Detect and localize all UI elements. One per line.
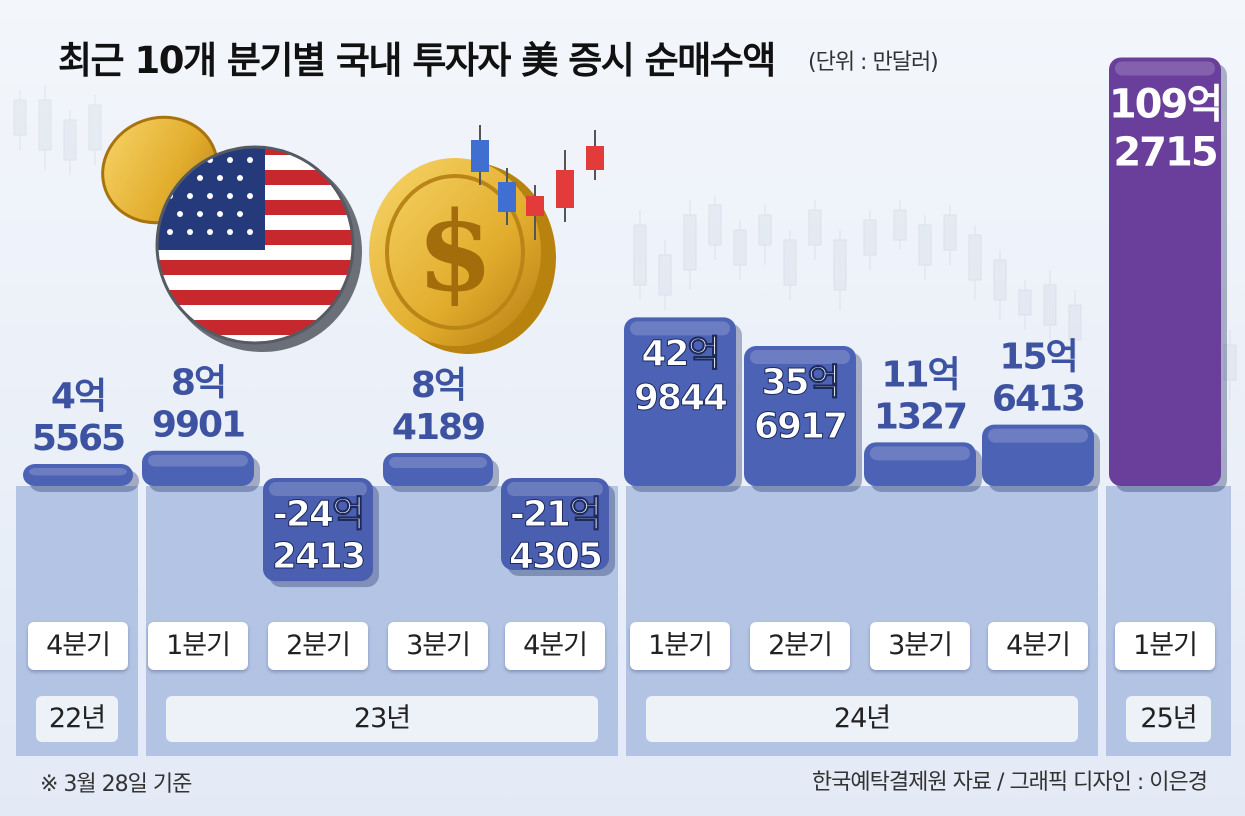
bar-highlight xyxy=(988,428,1088,443)
value-label-bottom: 9844 xyxy=(634,377,727,418)
quarter-label: 3분기 xyxy=(388,622,488,670)
year-label: 23년 xyxy=(166,696,598,742)
quarter-label: 2분기 xyxy=(750,622,850,670)
bar xyxy=(744,346,856,486)
year-label: 25년 xyxy=(1126,696,1211,742)
value-label-top: 42억 xyxy=(641,333,718,374)
value-label-top: -24억 xyxy=(273,494,363,535)
quarter-label: 4분기 xyxy=(28,622,128,670)
bars: 4억55658억9901-24억24138억4189-21억430542억984… xyxy=(23,57,1227,588)
bar-highlight xyxy=(1115,61,1215,76)
value-label-top: 11억 xyxy=(881,354,958,395)
unit-label: (단위 : 만달러) xyxy=(808,50,939,75)
bar xyxy=(982,424,1094,486)
candlestick-icon xyxy=(471,125,604,240)
quarter-label: 4분기 xyxy=(988,622,1088,670)
quarter-label: 1분기 xyxy=(630,622,730,670)
bar xyxy=(142,450,254,486)
quarter-label: 3분기 xyxy=(870,622,970,670)
svg-text:$: $ xyxy=(417,187,494,316)
bar xyxy=(1109,57,1221,486)
footnote: ※ 3월 28일 기준 xyxy=(40,772,192,797)
source-credit: 한국예탁결제원 자료 / 그래픽 디자인 : 이은경 xyxy=(811,770,1208,795)
bar-highlight xyxy=(29,468,127,476)
value-label-bottom: 4189 xyxy=(392,407,484,448)
bar-highlight xyxy=(148,454,248,467)
value-label-bottom: 2715 xyxy=(1113,129,1216,175)
value-label-top: -21억 xyxy=(510,494,600,535)
bar xyxy=(263,478,373,582)
value-label-top: 109억 xyxy=(1109,81,1221,127)
bar xyxy=(501,478,609,571)
year-label: 24년 xyxy=(646,696,1078,742)
value-label-top: 4억 xyxy=(51,376,105,417)
bar xyxy=(864,442,976,486)
bar-highlight xyxy=(750,350,850,365)
quarter-label: 2분기 xyxy=(268,622,368,670)
value-label-bottom: 6413 xyxy=(992,379,1084,420)
candlestick-backdrop xyxy=(13,85,1237,400)
quarter-label: 1분기 xyxy=(1115,622,1215,670)
bar-highlight xyxy=(507,482,603,496)
bar xyxy=(383,452,493,486)
value-label-bottom: 1327 xyxy=(874,396,966,437)
bar-highlight xyxy=(630,321,730,336)
value-label-top: 15억 xyxy=(999,337,1076,378)
value-label-bottom: 4305 xyxy=(509,536,601,577)
value-label-bottom: 5565 xyxy=(32,418,124,459)
bar-highlight xyxy=(269,482,367,496)
quarter-label: 1분기 xyxy=(148,622,248,670)
bar xyxy=(624,317,736,486)
value-label-top: 8억 xyxy=(411,365,465,406)
chart-title: 최근 10개 분기별 국내 투자자 美 증시 순매수액 xyxy=(58,39,776,82)
bar xyxy=(23,464,133,486)
bar-highlight xyxy=(389,456,487,468)
value-label-top: 35억 xyxy=(761,362,838,403)
value-label-bottom: 9901 xyxy=(152,405,244,446)
bar-highlight xyxy=(870,446,970,461)
year-label: 22년 xyxy=(36,696,118,742)
value-label-top: 8억 xyxy=(171,363,225,404)
us-flag-icon xyxy=(155,145,362,352)
value-label-bottom: 2413 xyxy=(272,536,364,577)
value-label-bottom: 6917 xyxy=(754,406,846,447)
quarter-label: 4분기 xyxy=(505,622,605,670)
